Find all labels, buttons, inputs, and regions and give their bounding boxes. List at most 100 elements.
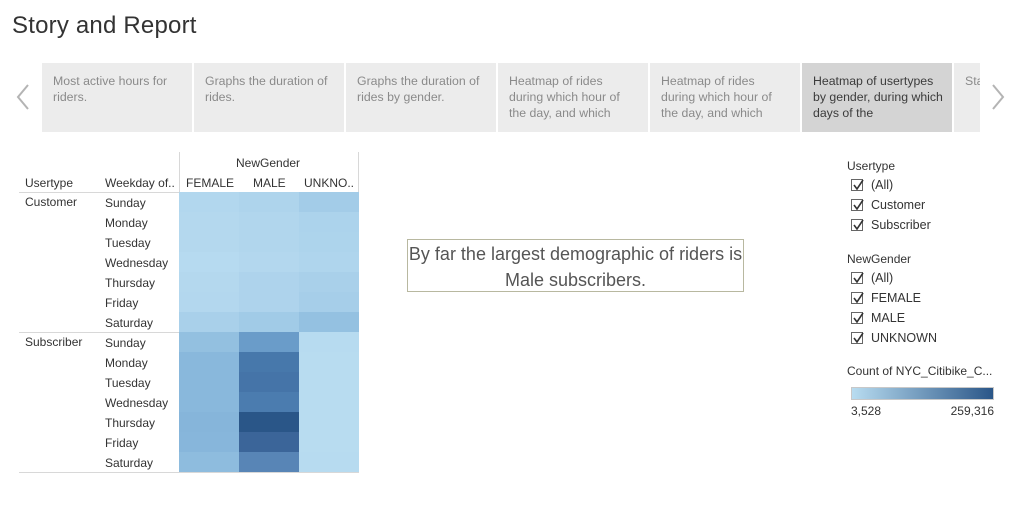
heatmap-cell <box>179 212 239 232</box>
story-point-caption: Graphs the duration of rides. <box>205 74 328 104</box>
legend-max-label: 259,316 <box>950 404 994 418</box>
chevron-right-icon <box>992 84 1005 110</box>
checkbox[interactable] <box>851 312 864 324</box>
heatmap-cell <box>179 372 239 392</box>
heatmap-cell <box>299 212 359 232</box>
checkbox[interactable] <box>851 272 864 284</box>
checkbox[interactable] <box>851 219 864 231</box>
heatmap-cell <box>179 392 239 412</box>
checkmark-icon <box>853 272 864 284</box>
story-point-4[interactable]: Heatmap of rides during which hour of th… <box>498 63 648 132</box>
checkmark-icon <box>853 179 864 191</box>
weekday-label: Sunday <box>105 196 146 210</box>
heatmap-cell <box>239 432 299 452</box>
weekday-label: Wednesday <box>105 396 169 410</box>
weekday-label: Sunday <box>105 336 146 350</box>
heatmap-cell <box>239 272 299 292</box>
weekday-label: Thursday <box>105 276 156 290</box>
color-legend-title: Count of NYC_Citibike_C... <box>847 364 993 378</box>
next-story-button[interactable] <box>987 82 1007 112</box>
heatmap-cell <box>299 232 359 252</box>
checkbox[interactable] <box>851 199 864 211</box>
annotation-text: By far the largest demographic of riders… <box>408 244 743 290</box>
story-point-2[interactable]: Graphs the duration of rides. <box>194 63 344 132</box>
prev-story-button[interactable] <box>14 82 34 112</box>
heatmap-cell <box>179 272 239 292</box>
usertype-label: Subscriber <box>25 335 83 349</box>
page-title: Story and Report <box>12 12 197 39</box>
heatmap-cell <box>299 412 359 432</box>
weekday-label: Wednesday <box>105 256 169 270</box>
heatmap-cell <box>179 352 239 372</box>
heatmap-cell <box>299 372 359 392</box>
weekday-label: Saturday <box>105 316 154 330</box>
story-navigator: Most active hours for riders. Graphs the … <box>42 63 980 132</box>
heatmap-cell <box>179 412 239 432</box>
row-header-usertype: Usertype <box>25 176 74 190</box>
filter-option-label: (All) <box>871 178 894 192</box>
weekday-label: Tuesday <box>105 236 151 250</box>
header-rule <box>358 152 359 192</box>
checkbox[interactable] <box>851 292 864 304</box>
heatmap-cell <box>299 312 359 332</box>
heatmap-cell <box>179 232 239 252</box>
heatmap-cell <box>239 252 299 272</box>
weekday-label: Friday <box>105 296 139 310</box>
heatmap-cell <box>239 452 299 472</box>
heatmap-cell <box>239 192 299 212</box>
heatmap-cell <box>239 392 299 412</box>
checkmark-icon <box>853 332 864 344</box>
heatmap-cell <box>299 352 359 372</box>
heatmap-cell <box>299 252 359 272</box>
filter-option-label: MALE <box>871 311 906 325</box>
checkmark-icon <box>853 312 864 324</box>
story-point-1[interactable]: Most active hours for riders. <box>42 63 192 132</box>
group-rule <box>19 472 359 473</box>
annotation-box: By far the largest demographic of riders… <box>407 239 744 292</box>
heatmap-cell <box>239 372 299 392</box>
story-point-3[interactable]: Graphs the duration of rides by gender. <box>346 63 496 132</box>
story-point-caption: Heatmap of rides during which hour of th… <box>509 74 620 120</box>
checkmark-icon <box>853 199 864 211</box>
weekday-label: Friday <box>105 436 139 450</box>
weekday-label: Saturday <box>105 456 154 470</box>
header-rule <box>179 152 180 192</box>
usertype-label: Customer <box>25 195 78 209</box>
heatmap-cell <box>239 212 299 232</box>
weekday-label: Monday <box>105 216 148 230</box>
checkbox[interactable] <box>851 332 864 344</box>
heatmap-cell <box>239 312 299 332</box>
heatmap-cell <box>239 352 299 372</box>
usertype-filter-title: Usertype <box>847 159 896 173</box>
heatmap-cell <box>299 272 359 292</box>
story-point-caption: Sta rid <box>965 74 980 88</box>
heatmap-cell <box>239 232 299 252</box>
filter-option-label: Subscriber <box>871 218 931 232</box>
column-group-label: NewGender <box>236 156 301 170</box>
heatmap-cell <box>239 412 299 432</box>
story-point-caption: Heatmap of usertypes by gender, during w… <box>813 74 943 120</box>
heatmap-cell <box>299 292 359 312</box>
heatmap-cell <box>179 332 239 352</box>
heatmap-cell <box>179 292 239 312</box>
filter-option-label: UNKNOWN <box>871 331 937 345</box>
weekday-label: Monday <box>105 356 148 370</box>
column-header: FEMALE <box>186 176 235 190</box>
heatmap-cell <box>179 452 239 472</box>
story-point-6[interactable]: Heatmap of usertypes by gender, during w… <box>802 63 952 132</box>
heatmap-cell <box>239 292 299 312</box>
story-point-caption: Graphs the duration of rides by gender. <box>357 74 480 104</box>
heatmap-cell <box>179 192 239 212</box>
row-header-weekday: Weekday of.. <box>105 176 175 190</box>
checkmark-icon <box>853 219 864 231</box>
heatmap-cell <box>299 192 359 212</box>
legend-min-label: 3,528 <box>851 404 882 418</box>
story-point-7[interactable]: Sta rid <box>954 63 980 132</box>
heatmap-cell <box>179 252 239 272</box>
column-header: UNKNO.. <box>304 176 355 190</box>
filter-option-label: FEMALE <box>871 291 922 305</box>
heatmap-cell <box>299 432 359 452</box>
heatmap-cell <box>299 332 359 352</box>
checkbox[interactable] <box>851 179 864 191</box>
story-point-5[interactable]: Heatmap of rides during which hour of th… <box>650 63 800 132</box>
